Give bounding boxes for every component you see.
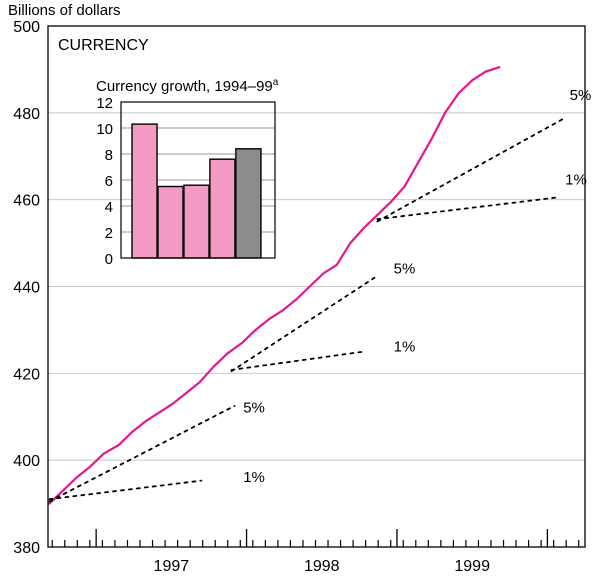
growth-path-line — [230, 350, 365, 371]
y-tick-label: 380 — [13, 540, 40, 557]
y-axis-label: Billions of dollars — [8, 2, 121, 19]
x-tick-label: 1998 — [304, 558, 340, 575]
growth-path-labels: 5% 1% 5% 1% 5% 1% — [243, 87, 591, 486]
main-series — [48, 66, 564, 505]
main-x-tick-labels: 1997 1998 1999 — [154, 558, 491, 575]
inset-bar — [209, 158, 236, 259]
growth-rate-label: 5% — [570, 87, 592, 104]
inset-bar — [235, 148, 262, 259]
growth-rate-label: 5% — [243, 399, 265, 416]
growth-rate-label: 1% — [394, 339, 416, 356]
main-y-tick-labels: 380 400 420 440 460 480 500 — [13, 19, 40, 557]
y-tick-label: 400 — [13, 453, 40, 470]
growth-path-line — [376, 196, 558, 221]
y-tick-label: 420 — [13, 366, 40, 383]
inset-bar — [157, 185, 184, 259]
y-tick-label: 480 — [13, 106, 40, 123]
inset-y-tick-label: 8 — [105, 147, 113, 164]
inset-bar — [183, 184, 210, 259]
main-plot-frame — [47, 25, 586, 548]
x-tick-label: 1999 — [454, 558, 490, 575]
growth-rate-label: 1% — [243, 469, 265, 486]
x-tick-label: 1997 — [154, 558, 190, 575]
main-axis-ticks — [51, 529, 580, 547]
y-tick-label: 440 — [13, 280, 40, 297]
inset-y-tick-label: 10 — [96, 121, 113, 138]
inset-y-tick-label: 12 — [96, 95, 113, 112]
main-gridlines — [48, 112, 585, 461]
inset-y-tick-label: 6 — [105, 173, 113, 190]
y-tick-label: 500 — [13, 19, 40, 36]
inset-y-tick-labels: 0 2 4 6 8 10 12 — [96, 95, 113, 268]
inset-bar — [131, 123, 158, 259]
growth-path-line — [48, 479, 203, 501]
currency-actual-line — [48, 66, 501, 505]
growth-rate-label: 5% — [394, 260, 416, 277]
growth-path-line — [48, 405, 236, 503]
growth-rate-label: 1% — [565, 171, 587, 188]
inset-currency-growth: Currency growth, 1994–99a 0 2 4 6 8 10 12 — [96, 77, 279, 268]
growth-path-line — [376, 118, 564, 223]
y-tick-label: 460 — [13, 193, 40, 210]
inset-title-superscript: a — [273, 77, 279, 88]
inset-plot-frame — [120, 101, 276, 259]
inset-title: Currency growth, 1994–99a — [96, 77, 279, 95]
inset-y-tick-label: 2 — [105, 225, 113, 242]
chart-title: CURRENCY — [58, 37, 149, 54]
inset-y-tick-label: 0 — [105, 251, 113, 268]
inset-bars — [131, 123, 262, 259]
inset-y-tick-label: 4 — [105, 199, 113, 216]
